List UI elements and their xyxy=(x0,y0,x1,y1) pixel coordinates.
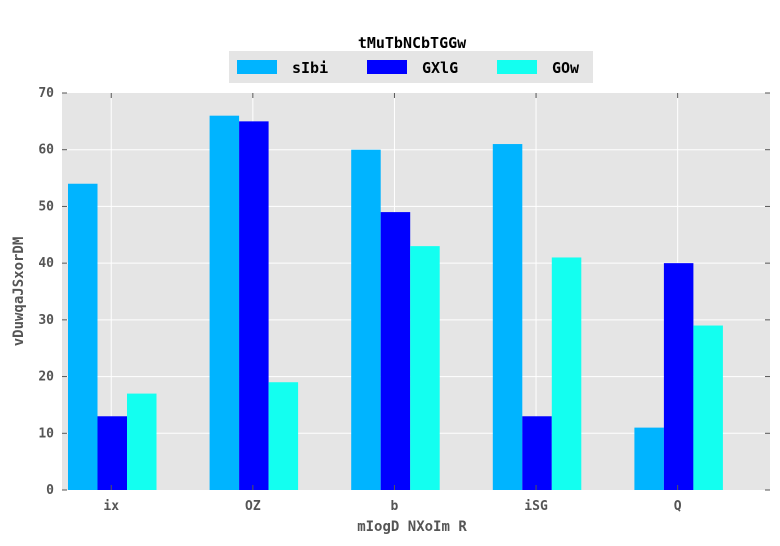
bar-sIbi-OZ xyxy=(209,115,240,490)
y-tick-label: 0 xyxy=(46,483,54,498)
x-tick-label: b xyxy=(391,499,399,514)
bar-sIbi-iSG xyxy=(492,144,523,491)
bar-GOw-iSG xyxy=(551,257,582,490)
bar-GXlG-iSG xyxy=(522,416,552,490)
x-axis-label: mIogD NXoIm R xyxy=(357,519,467,535)
bar-GOw-b xyxy=(410,246,440,490)
bar-GXlG-OZ xyxy=(239,121,269,490)
y-axis-label: vDuwqaJSxorDM xyxy=(11,237,27,347)
x-tick-label: iSG xyxy=(524,499,548,514)
y-tick-label: 60 xyxy=(38,143,54,158)
y-tick-label: 10 xyxy=(38,426,54,441)
legend-label-sIbi: sIbi xyxy=(292,59,328,77)
legend-swatch-GXlG xyxy=(367,60,407,74)
y-tick-label: 40 xyxy=(38,256,54,271)
y-axis-ticks: 0 10 20 30 40 50 60 70 xyxy=(38,86,770,498)
y-tick-label: 30 xyxy=(38,313,54,328)
y-tick-label: 70 xyxy=(38,86,54,101)
x-tick-label: Q xyxy=(674,499,682,514)
bar-GXlG-Q xyxy=(663,263,694,490)
legend-swatch-sIbi xyxy=(237,60,277,74)
bar-GXlG-b xyxy=(380,212,411,490)
legend-label-GOw: GOw xyxy=(552,59,580,77)
bar-sIbi-Q xyxy=(634,427,664,490)
y-tick-label: 20 xyxy=(38,370,54,385)
x-axis-ticks: ix OZ b iSG Q xyxy=(103,93,682,514)
legend-label-GXlG: GXlG xyxy=(422,59,458,77)
bar-GOw-ix xyxy=(127,393,157,490)
bar-GOw-Q xyxy=(693,325,723,490)
bar-sIbi-ix xyxy=(68,183,98,490)
bar-GOw-OZ xyxy=(268,382,299,490)
x-tick-label: OZ xyxy=(245,499,261,514)
bar-GXlG-ix xyxy=(97,416,127,490)
x-tick-label: ix xyxy=(103,499,119,514)
legend: sIbi GXlG GOw xyxy=(229,51,593,83)
y-tick-label: 50 xyxy=(38,199,54,214)
legend-box xyxy=(229,51,593,83)
bar-sIbi-b xyxy=(351,149,381,490)
legend-swatch-GOw xyxy=(497,60,537,74)
bars xyxy=(68,115,723,491)
chart-title: tMuTbNCbTGGw xyxy=(358,34,467,52)
